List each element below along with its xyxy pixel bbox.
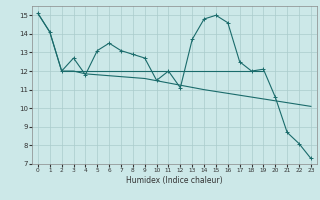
X-axis label: Humidex (Indice chaleur): Humidex (Indice chaleur): [126, 176, 223, 185]
